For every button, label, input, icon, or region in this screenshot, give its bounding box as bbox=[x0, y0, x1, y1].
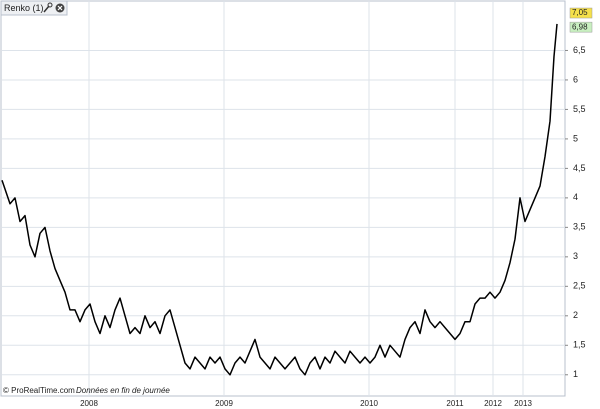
price-label-box bbox=[569, 21, 593, 33]
y-tick-label: 5,5 bbox=[573, 104, 586, 114]
y-tick-label: 3,5 bbox=[573, 222, 586, 232]
x-tick-label: 2012 bbox=[484, 399, 502, 408]
x-tick-label: 2011 bbox=[446, 399, 464, 408]
y-tick-label: 4 bbox=[573, 192, 578, 202]
y-tick-label: 2 bbox=[573, 310, 578, 320]
chart-title: Renko (1) bbox=[4, 3, 44, 13]
plot-frame bbox=[0, 0, 566, 397]
close-icon[interactable] bbox=[55, 3, 65, 13]
y-tick-label: 4,5 bbox=[573, 163, 586, 173]
y-tick-label: 6 bbox=[573, 74, 578, 84]
price-label: 7,05 bbox=[572, 8, 588, 17]
price-line bbox=[1, 23, 558, 376]
y-tick-label: 1 bbox=[573, 369, 578, 379]
source: © ProRealTime.com bbox=[3, 386, 75, 395]
x-tick-label: 2013 bbox=[514, 399, 532, 408]
x-tick-label: 2009 bbox=[215, 399, 233, 408]
y-tick-label: 2,5 bbox=[573, 281, 586, 291]
header-box bbox=[0, 0, 68, 16]
price-label: 6,98 bbox=[572, 22, 588, 31]
y-tick-label: 6,5 bbox=[573, 45, 586, 55]
y-tick-label: 5 bbox=[573, 133, 578, 143]
y-tick-label: 3 bbox=[573, 251, 578, 261]
y-tick-label: 1,5 bbox=[573, 340, 586, 350]
settings-icon[interactable] bbox=[43, 2, 53, 13]
note: Données en fin de journée bbox=[76, 386, 170, 395]
price-label-box bbox=[569, 7, 593, 19]
x-tick-label: 2008 bbox=[80, 399, 98, 408]
x-tick-label: 2010 bbox=[360, 399, 378, 408]
